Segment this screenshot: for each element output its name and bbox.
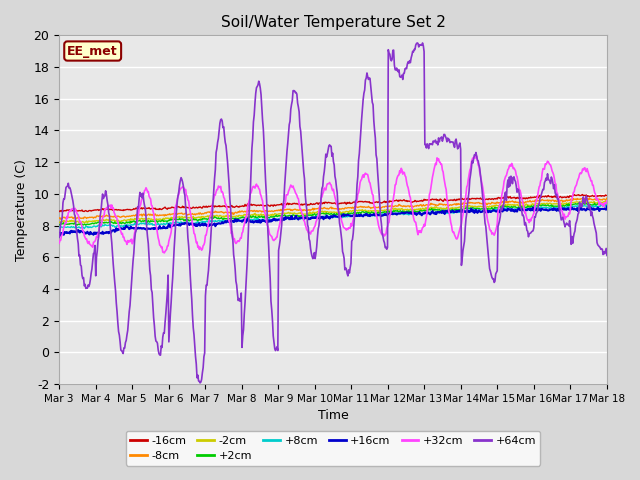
Legend: -16cm, -8cm, -2cm, +2cm, +8cm, +16cm, +32cm, +64cm: -16cm, -8cm, -2cm, +2cm, +8cm, +16cm, +3… bbox=[126, 431, 540, 466]
X-axis label: Time: Time bbox=[317, 409, 348, 422]
Title: Soil/Water Temperature Set 2: Soil/Water Temperature Set 2 bbox=[221, 15, 445, 30]
Y-axis label: Temperature (C): Temperature (C) bbox=[15, 159, 28, 261]
Text: EE_met: EE_met bbox=[67, 45, 118, 58]
